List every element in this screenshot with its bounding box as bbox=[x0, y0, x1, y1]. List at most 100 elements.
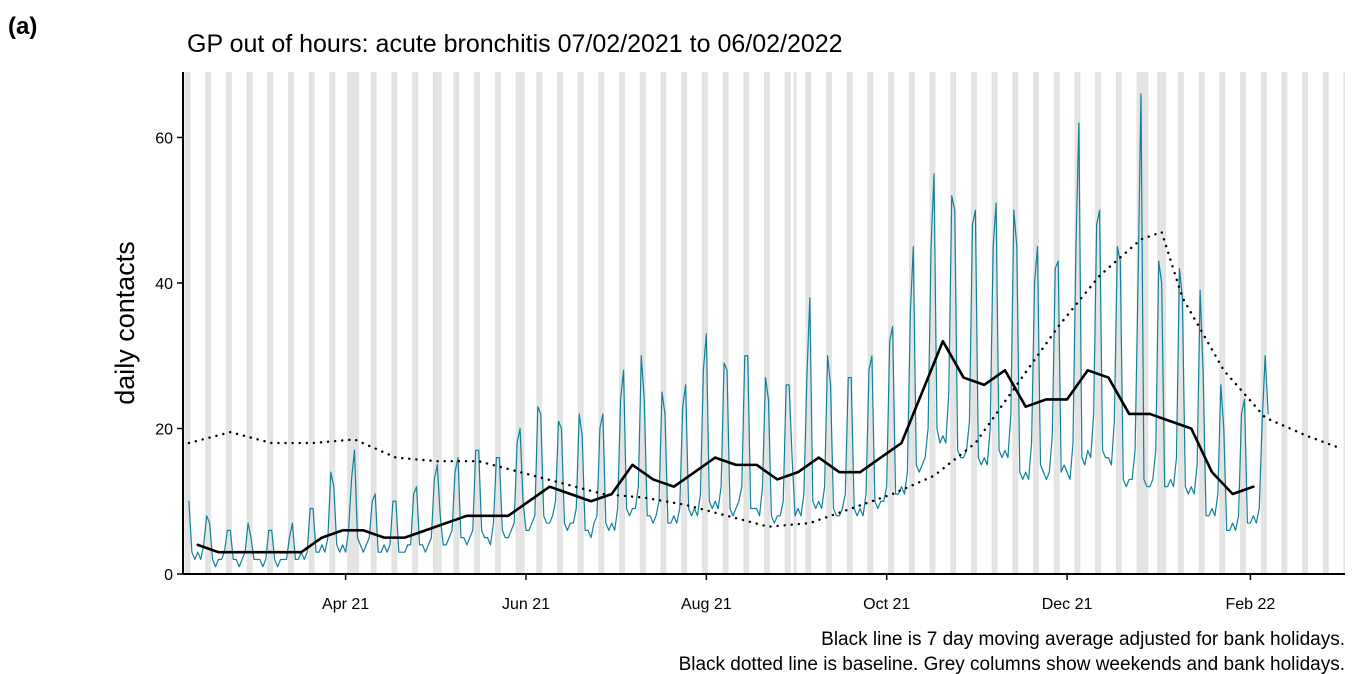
weekend-column bbox=[1302, 72, 1306, 574]
note: Black dotted line is baseline. Grey colu… bbox=[679, 654, 1345, 674]
x-tick-label: Feb 22 bbox=[1225, 596, 1275, 613]
bank-holiday-column bbox=[1163, 72, 1167, 574]
weekend-column bbox=[1077, 72, 1081, 574]
weekend-column bbox=[205, 72, 209, 574]
weekend-column bbox=[1222, 72, 1226, 574]
weekend-column bbox=[746, 72, 750, 574]
weekend-column bbox=[1095, 72, 1099, 574]
weekend-column bbox=[973, 72, 977, 574]
weekend-column bbox=[350, 72, 354, 574]
weekend-column bbox=[518, 72, 522, 574]
weekend-column bbox=[1036, 72, 1039, 574]
weekend-column bbox=[743, 72, 747, 574]
weekend-column bbox=[1284, 72, 1288, 574]
weekend-column bbox=[453, 72, 457, 574]
weekend-column bbox=[577, 72, 581, 574]
bank-holiday-column bbox=[1145, 72, 1149, 574]
weekend-column bbox=[353, 72, 356, 574]
y-tick-label: 0 bbox=[164, 567, 173, 584]
weekend-column bbox=[701, 72, 705, 574]
weekend-column bbox=[1157, 72, 1161, 574]
weekend-column bbox=[1136, 72, 1140, 574]
weekend-column bbox=[684, 72, 688, 574]
weekend-column bbox=[1098, 72, 1102, 574]
weekend-column bbox=[308, 72, 312, 574]
weekend-column bbox=[435, 72, 439, 574]
y-tick-label: 20 bbox=[155, 421, 173, 438]
weekend-column bbox=[1074, 72, 1078, 574]
weekend-column bbox=[829, 72, 833, 574]
weekend-column bbox=[187, 72, 191, 574]
weekend-column bbox=[1242, 72, 1246, 574]
y-tick-label: 60 bbox=[155, 130, 173, 147]
weekend-column bbox=[287, 72, 291, 574]
weekend-column bbox=[870, 72, 874, 574]
weekend-column bbox=[1012, 72, 1016, 574]
weekend-column bbox=[1177, 72, 1181, 574]
weekend-column bbox=[994, 72, 998, 574]
panel-label: (a) bbox=[8, 13, 37, 40]
weekend-column bbox=[494, 72, 498, 574]
weekend-column bbox=[270, 72, 274, 574]
weekend-column bbox=[991, 72, 995, 574]
weekend-column bbox=[1219, 72, 1223, 574]
weekend-column bbox=[601, 72, 605, 574]
weekend-column bbox=[1118, 72, 1122, 574]
weekend-column bbox=[456, 72, 460, 574]
weekend-column bbox=[953, 72, 957, 574]
weekend-column bbox=[704, 72, 708, 574]
weekend-column bbox=[766, 72, 770, 574]
weekend-column bbox=[497, 72, 501, 574]
weekend-column bbox=[329, 72, 333, 574]
weekend-column bbox=[290, 72, 294, 574]
weekend-column bbox=[764, 72, 767, 574]
weekend-column bbox=[663, 72, 667, 574]
weekend-column bbox=[474, 72, 478, 574]
y-axis-label: daily contacts bbox=[110, 241, 140, 405]
weekend-column bbox=[805, 72, 809, 574]
weekend-column bbox=[1325, 72, 1329, 574]
weekend-column bbox=[867, 72, 871, 574]
weekend-column bbox=[970, 72, 974, 574]
weekend-column bbox=[432, 72, 436, 574]
weekend-column bbox=[373, 72, 377, 574]
weekend-column bbox=[932, 72, 936, 574]
weekend-column bbox=[787, 72, 791, 574]
x-tick-label: Apr 21 bbox=[322, 596, 369, 613]
weekend-column bbox=[911, 72, 915, 574]
weekend-column bbox=[1281, 72, 1285, 574]
weekend-column bbox=[311, 72, 315, 574]
x-tick-label: Jun 21 bbox=[502, 596, 550, 613]
weekend-column bbox=[332, 72, 336, 574]
weekend-column bbox=[208, 72, 212, 574]
weekend-column bbox=[642, 72, 646, 574]
weekend-column bbox=[622, 72, 626, 574]
x-tick-label: Aug 21 bbox=[681, 596, 732, 613]
weekend-column bbox=[539, 72, 543, 574]
bank-holiday-column bbox=[1142, 72, 1146, 574]
x-tick-label: Oct 21 bbox=[863, 596, 910, 613]
weekend-column bbox=[249, 72, 253, 574]
weekend-column bbox=[1305, 72, 1309, 574]
weekend-column bbox=[557, 72, 560, 574]
weekend-column bbox=[846, 72, 850, 574]
weekend-column bbox=[515, 72, 519, 574]
weekend-column bbox=[536, 72, 540, 574]
weekend-column bbox=[1343, 72, 1345, 574]
weekend-column bbox=[598, 72, 602, 574]
weekend-column bbox=[477, 72, 481, 574]
weekend-column bbox=[394, 72, 398, 574]
weekend-column bbox=[725, 72, 729, 574]
bank-holiday-column bbox=[793, 72, 797, 574]
y-tick-label: 40 bbox=[155, 276, 173, 293]
bank-holiday-column bbox=[347, 72, 351, 574]
chart-title: GP out of hours: acute bronchitis 07/02/… bbox=[187, 30, 843, 58]
weekend-column bbox=[681, 72, 685, 574]
weekend-column bbox=[1053, 72, 1057, 574]
bank-holiday-column bbox=[438, 72, 442, 574]
weekend-column bbox=[888, 72, 892, 574]
weekend-column bbox=[184, 72, 188, 574]
weekend-column bbox=[722, 72, 726, 574]
weekend-column bbox=[826, 72, 830, 574]
